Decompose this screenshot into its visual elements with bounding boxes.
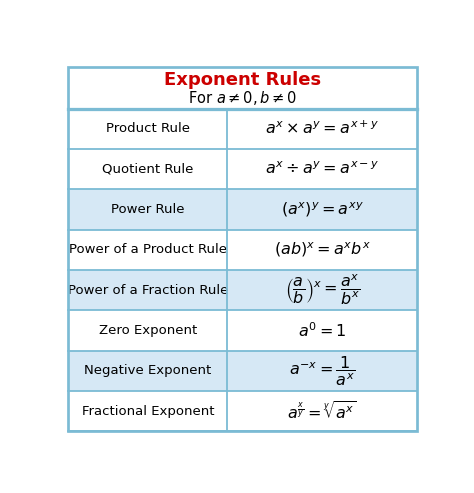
- Bar: [68, 310, 418, 351]
- Text: Fractional Exponent: Fractional Exponent: [82, 405, 214, 418]
- Text: $\left(\dfrac{a}{b}\right)^x = \dfrac{a^x}{b^x}$: $\left(\dfrac{a}{b}\right)^x = \dfrac{a^…: [284, 273, 360, 307]
- Text: $a^x \times a^y = a^{x+y}$: $a^x \times a^y = a^{x+y}$: [265, 120, 379, 138]
- Text: $a^{\frac{x}{y}} = \sqrt[y]{a^x}$: $a^{\frac{x}{y}} = \sqrt[y]{a^x}$: [287, 400, 357, 422]
- Text: Power of a Product Rule: Power of a Product Rule: [69, 243, 227, 256]
- Bar: [68, 108, 418, 149]
- Bar: [68, 351, 418, 391]
- Bar: [68, 189, 418, 230]
- Text: $a^0 = 1$: $a^0 = 1$: [298, 321, 346, 340]
- Bar: [68, 391, 418, 431]
- Text: Zero Exponent: Zero Exponent: [99, 324, 197, 337]
- Text: $\left(a^x\right)^y = a^{xy}$: $\left(a^x\right)^y = a^{xy}$: [281, 200, 364, 219]
- Bar: [68, 230, 418, 270]
- Text: $\left(ab\right)^x = a^x b^x$: $\left(ab\right)^x = a^x b^x$: [274, 241, 371, 259]
- Bar: [68, 149, 418, 189]
- Text: $a^x \div a^y = a^{x-y}$: $a^x \div a^y = a^{x-y}$: [265, 161, 379, 177]
- Text: Quotient Rule: Quotient Rule: [102, 163, 193, 176]
- Text: For $a \neq 0, b \neq 0$: For $a \neq 0, b \neq 0$: [188, 89, 298, 107]
- Text: Power of a Fraction Rule: Power of a Fraction Rule: [68, 283, 228, 297]
- Text: Power Rule: Power Rule: [111, 203, 184, 216]
- Text: Negative Exponent: Negative Exponent: [84, 364, 211, 377]
- Text: Exponent Rules: Exponent Rules: [164, 71, 321, 89]
- Bar: [68, 270, 418, 310]
- Text: $a^{-x} = \dfrac{1}{a^x}$: $a^{-x} = \dfrac{1}{a^x}$: [289, 354, 356, 387]
- Text: Product Rule: Product Rule: [106, 122, 190, 135]
- Bar: [68, 67, 418, 108]
